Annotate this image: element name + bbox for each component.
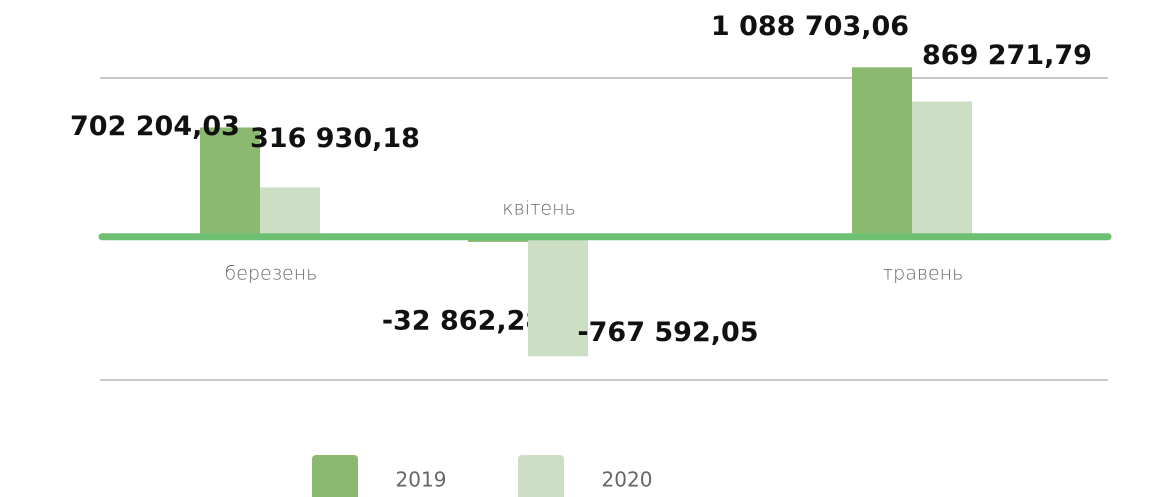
bar <box>528 236 588 357</box>
bar <box>852 67 912 237</box>
value-label: -32 862,28 <box>382 305 544 336</box>
legend-swatch <box>312 455 358 497</box>
legend-label: 2020 <box>602 468 653 492</box>
x-tick-label: квітень <box>502 197 575 219</box>
bar <box>912 101 972 237</box>
value-label: 1 088 703,06 <box>711 11 909 42</box>
x-tick-label: березень <box>225 262 318 284</box>
bar <box>200 127 260 237</box>
value-label: -767 592,05 <box>577 317 758 348</box>
bar <box>260 187 320 237</box>
value-label: 316 930,18 <box>250 123 420 154</box>
legend-label: 2019 <box>396 468 447 492</box>
value-label: 869 271,79 <box>922 40 1092 71</box>
legend-swatch <box>518 455 564 497</box>
value-label: 702 204,03 <box>70 111 240 142</box>
x-tick-label: травень <box>883 262 964 284</box>
